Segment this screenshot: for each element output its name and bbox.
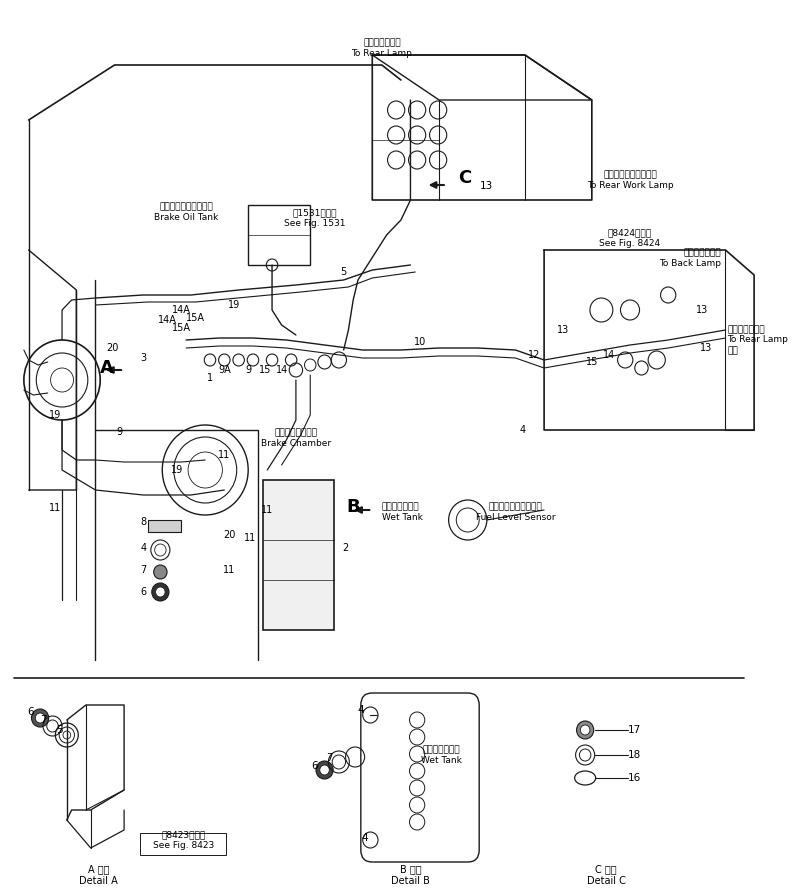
Text: 11: 11 [218, 450, 230, 460]
Text: 19: 19 [49, 410, 61, 420]
Text: 4: 4 [140, 543, 146, 553]
Text: 第8423図参照
See Fig. 8423: 第8423図参照 See Fig. 8423 [152, 831, 214, 849]
Circle shape [580, 725, 590, 735]
Text: 13: 13 [700, 343, 712, 353]
Bar [249, 205, 310, 265]
Text: B: B [346, 498, 360, 516]
Circle shape [320, 765, 330, 775]
Text: B 詳細
Detail B: B 詳細 Detail B [391, 864, 430, 886]
Text: A: A [100, 359, 114, 377]
Ellipse shape [575, 771, 596, 785]
Text: ブレーキチャンバ
Brake Chamber: ブレーキチャンバ Brake Chamber [261, 428, 331, 448]
Text: 9A: 9A [218, 365, 231, 375]
Text: 7: 7 [326, 753, 333, 763]
Text: ブレーキオイルタンク
Brake Oil Tank: ブレーキオイルタンク Brake Oil Tank [154, 202, 218, 222]
Circle shape [156, 587, 165, 597]
Text: 9: 9 [245, 365, 251, 375]
Text: 第8424図参照
See Fig. 8424: 第8424図参照 See Fig. 8424 [599, 228, 661, 248]
Text: 11: 11 [49, 503, 61, 513]
Text: 7: 7 [140, 565, 146, 575]
Text: 2: 2 [342, 543, 349, 553]
Text: 20: 20 [106, 343, 119, 353]
Text: 14A: 14A [172, 305, 191, 315]
Text: リャーランプへ
To Rear Lamp: リャーランプへ To Rear Lamp [352, 38, 412, 58]
Text: ウェットタンク
Wet Tank: ウェットタンク Wet Tank [421, 746, 461, 764]
Text: C: C [458, 169, 472, 187]
Text: 10: 10 [414, 337, 426, 347]
Text: ウェットタンク
Wet Tank: ウェットタンク Wet Tank [382, 502, 422, 522]
Text: 19: 19 [171, 465, 183, 475]
Text: 14: 14 [603, 350, 615, 360]
Bar [141, 833, 226, 855]
Text: 4: 4 [520, 425, 526, 435]
Circle shape [576, 721, 594, 739]
Text: 18: 18 [628, 750, 642, 760]
Text: 16: 16 [628, 773, 642, 783]
Bar [263, 480, 334, 630]
Circle shape [316, 761, 333, 779]
Text: フェエルレベルセンサ
Fuel Level Sensor: フェエルレベルセンサ Fuel Level Sensor [476, 502, 555, 522]
Text: 13: 13 [696, 305, 707, 315]
Text: 13: 13 [557, 325, 569, 335]
Text: 17: 17 [628, 725, 642, 735]
Text: バックランプへ
To Back Lamp: バックランプへ To Back Lamp [659, 249, 721, 267]
Text: 1: 1 [207, 373, 213, 383]
Text: 12: 12 [528, 350, 541, 360]
Text: 第1531図参照
See Fig. 1531: 第1531図参照 See Fig. 1531 [284, 208, 345, 228]
Text: 8: 8 [140, 517, 146, 527]
Circle shape [154, 565, 167, 579]
Text: 11: 11 [223, 565, 235, 575]
Text: 5: 5 [341, 267, 347, 277]
Circle shape [35, 713, 45, 723]
Text: 19: 19 [228, 300, 240, 310]
Text: リャーランプへ
To Rear Lamp
くﾉ: リャーランプへ To Rear Lamp くﾉ [727, 325, 788, 355]
Text: 11: 11 [244, 533, 256, 543]
Text: 9: 9 [116, 427, 122, 437]
Text: 5: 5 [56, 725, 63, 735]
FancyBboxPatch shape [360, 693, 480, 862]
Text: 15: 15 [586, 357, 598, 367]
Text: 14A: 14A [158, 315, 176, 325]
Text: 6: 6 [312, 761, 318, 771]
Text: 3: 3 [140, 353, 146, 363]
Text: C 詳細
Detail C: C 詳細 Detail C [587, 864, 626, 886]
Bar [148, 520, 181, 532]
Text: リャーワークランプへ
To Rear Work Lamp: リャーワークランプへ To Rear Work Lamp [587, 170, 673, 190]
Text: 14: 14 [276, 365, 289, 375]
Circle shape [32, 709, 48, 727]
Text: 6: 6 [140, 587, 146, 597]
Text: 4: 4 [361, 833, 368, 843]
Text: A 詳細
Detail A: A 詳細 Detail A [79, 864, 118, 886]
Text: 4: 4 [357, 705, 364, 715]
Text: 6: 6 [27, 707, 34, 717]
Text: 15: 15 [259, 365, 272, 375]
Circle shape [152, 583, 169, 601]
Text: 15A: 15A [186, 313, 205, 323]
Text: 11: 11 [261, 505, 273, 515]
Text: 20: 20 [223, 530, 235, 540]
Text: 7: 7 [40, 715, 46, 725]
Text: 13: 13 [480, 181, 493, 191]
Text: 15A: 15A [172, 323, 191, 333]
